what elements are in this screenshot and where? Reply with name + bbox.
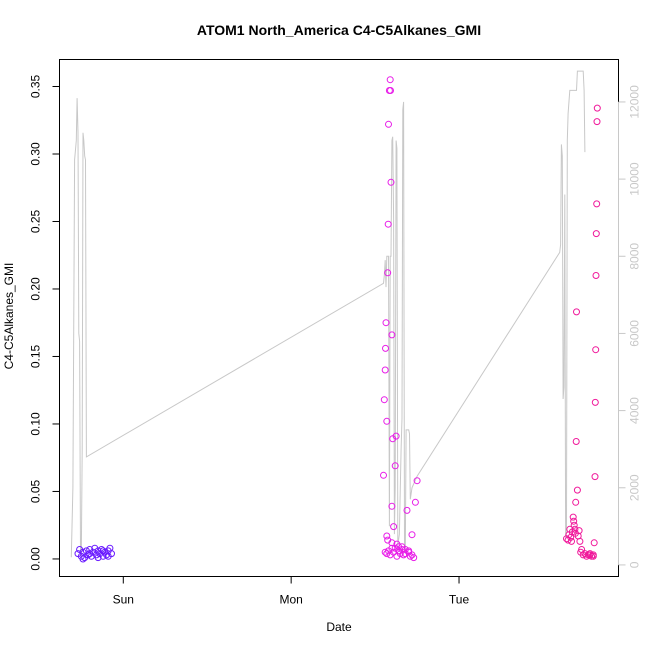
data-point (413, 477, 421, 485)
data-point (576, 537, 584, 545)
data-point (392, 432, 400, 440)
data-point (570, 521, 578, 529)
chart-title: ATOM1 North_America C4-C5Alkanes_GMI (197, 22, 481, 38)
data-point (390, 523, 398, 531)
data-point (382, 319, 390, 327)
data-point (579, 551, 587, 559)
x-axis: Sun Mon Tue (113, 576, 470, 607)
data-point (396, 550, 404, 558)
y-tick-label: 0.25 (29, 209, 43, 233)
data-point (590, 539, 598, 547)
data-point (383, 532, 391, 540)
data-point (388, 539, 396, 547)
data-point (381, 366, 389, 374)
gray-series-line (70, 70, 586, 558)
data-point (591, 473, 599, 481)
data-point (593, 200, 601, 208)
point-series-layer (74, 76, 601, 563)
data-point (408, 551, 416, 559)
data-point (388, 502, 396, 510)
y2-tick-label: 6000 (628, 320, 642, 347)
y-tick-label: 0.05 (29, 479, 43, 503)
y-axis-left: 0.00 0.05 0.10 0.15 0.20 0.25 0.30 0.35 (29, 74, 60, 571)
data-point (403, 506, 411, 514)
y2-tick-label: 4000 (628, 397, 642, 424)
x-tick-label: Tue (449, 593, 470, 607)
data-point (571, 525, 579, 533)
data-point (568, 537, 575, 545)
data-point (569, 513, 577, 521)
y-tick-label: 0.10 (29, 412, 43, 436)
y-tick-label: 0.20 (29, 277, 43, 301)
data-point (384, 269, 392, 277)
data-point (383, 417, 391, 425)
data-point (593, 118, 601, 126)
y-tick-label: 0.15 (29, 344, 43, 368)
data-point (388, 331, 396, 339)
y2-tick-label: 2000 (628, 474, 642, 501)
data-point (591, 398, 599, 406)
y-tick-label: 0.35 (29, 74, 43, 98)
line-series-layer (70, 70, 586, 558)
data-point (381, 548, 389, 556)
data-point (408, 531, 416, 539)
data-point (387, 87, 394, 94)
data-point (103, 551, 110, 559)
data-point (388, 544, 396, 552)
data-point (94, 554, 102, 562)
data-point (575, 527, 583, 535)
data-point (79, 555, 87, 563)
data-point (593, 104, 601, 112)
data-point (572, 498, 580, 506)
data-point (383, 550, 391, 558)
data-point (380, 471, 387, 479)
y2-tick-label: 10000 (628, 162, 642, 196)
y-axis-label: C4-C5Alkanes_GMI (2, 263, 16, 370)
data-point (572, 438, 580, 445)
data-point (411, 498, 419, 506)
y2-tick-label: 8000 (628, 243, 642, 270)
data-point (382, 344, 389, 352)
data-point (570, 517, 578, 525)
data-point (99, 552, 107, 560)
data-point (573, 308, 580, 316)
y-axis-right: 0 2000 4000 6000 8000 10000 12000 (618, 85, 642, 568)
data-point (592, 346, 600, 354)
data-point (391, 462, 399, 470)
data-point (386, 76, 394, 84)
data-point (99, 547, 107, 555)
y-tick-label: 0.00 (29, 547, 43, 571)
y2-tick-label: 0 (628, 561, 642, 568)
data-point (384, 220, 392, 228)
x-axis-label: Date (326, 620, 352, 634)
plot-frame (59, 59, 619, 577)
x-tick-label: Sun (113, 593, 134, 607)
y-tick-label: 0.30 (29, 142, 43, 166)
data-point (385, 120, 392, 128)
data-point (592, 230, 600, 238)
data-point (86, 550, 94, 558)
data-point (586, 551, 594, 559)
data-point (380, 396, 388, 404)
data-point (589, 552, 597, 560)
y2-tick-label: 12000 (628, 85, 642, 119)
data-point (573, 486, 581, 494)
x-tick-label: Mon (279, 593, 302, 607)
data-point (592, 272, 600, 279)
data-point (104, 552, 112, 560)
data-point (387, 178, 395, 186)
